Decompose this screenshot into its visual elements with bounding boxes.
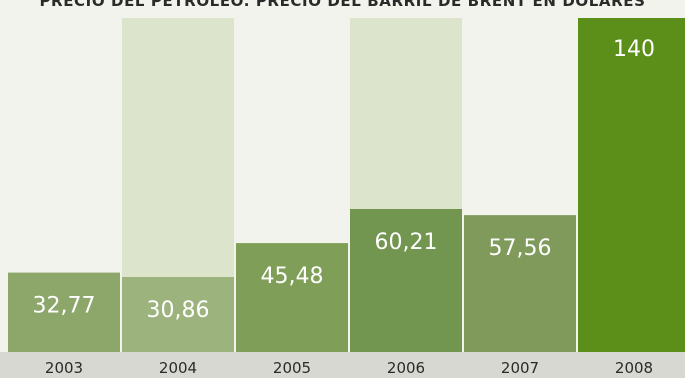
bar-2003 [8,272,120,352]
chart-title: PRECIO DEL PETRÓLEO. PRECIO DEL BARRIL D… [39,0,646,10]
x-tick-label-2007: 2007 [501,359,539,377]
bar-2006 [350,209,462,352]
bar-2007 [464,215,576,352]
value-label-2005: 45,48 [261,264,324,289]
bar-2005 [236,243,348,352]
bar-2008 [578,18,685,352]
value-label-2007: 57,56 [489,236,552,261]
value-label-2008: 140 [613,37,655,62]
x-axis-band [0,352,685,378]
x-tick-label-2004: 2004 [159,359,197,377]
x-tick-label-2005: 2005 [273,359,311,377]
x-tick-label-2008: 2008 [615,359,653,377]
x-tick-label-2003: 2003 [45,359,83,377]
value-label-2004: 30,86 [147,298,210,323]
bar-2004 [122,277,234,352]
x-tick-label-2006: 2006 [387,359,425,377]
value-label-2003: 32,77 [33,294,96,319]
value-label-2006: 60,21 [375,230,438,255]
